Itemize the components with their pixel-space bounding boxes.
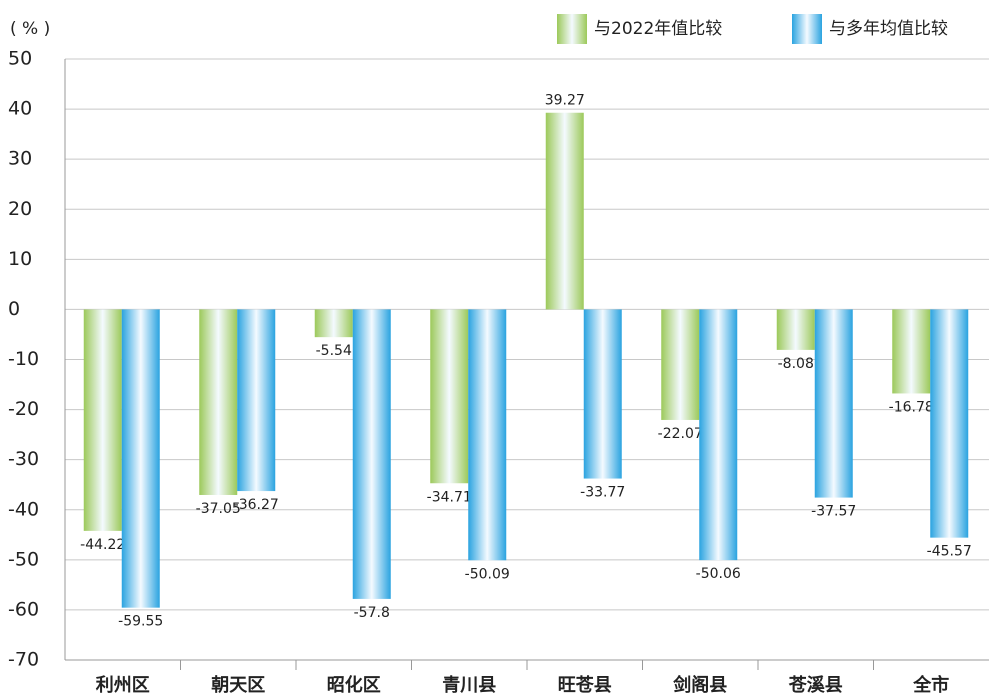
value-label: -50.06 (696, 566, 741, 582)
bar (584, 309, 622, 478)
y-axis-label: ( % ) (10, 19, 50, 39)
value-label: -50.09 (465, 566, 510, 582)
value-label: -45.57 (927, 544, 972, 560)
value-label: -8.08 (778, 356, 814, 372)
bar (122, 309, 160, 607)
bar (892, 309, 930, 393)
value-label: -59.55 (118, 614, 163, 630)
x-tick-label: 青川县 (442, 675, 496, 696)
x-tick-label: 朝天区 (211, 674, 265, 696)
bar (699, 309, 737, 560)
y-tick-label: -60 (8, 598, 39, 620)
legend-swatch (792, 14, 822, 44)
x-tick-label: 昭化区 (327, 674, 381, 696)
y-tick-label: 50 (8, 48, 32, 70)
value-label: -37.57 (811, 504, 856, 520)
value-label: -36.27 (234, 497, 279, 513)
x-tick-label: 旺苍县 (558, 674, 612, 696)
x-tick-label: 苍溪县 (788, 674, 843, 696)
y-tick-label: -70 (8, 649, 39, 671)
bar (199, 309, 237, 495)
y-tick-label: -10 (8, 348, 39, 370)
value-label: -5.54 (316, 343, 352, 359)
bar (468, 309, 506, 560)
bar (237, 309, 275, 491)
y-tick-label: -20 (8, 398, 39, 420)
bar (777, 309, 815, 349)
chart: ( % ) -70 -60 -50 -40 -30 -20 -10 0 10 20 30 40 50 利州… (0, 0, 989, 697)
bar (353, 309, 391, 598)
y-tick-label: -40 (8, 498, 39, 520)
bar (661, 309, 699, 420)
bar (546, 113, 584, 310)
x-tick-label: 利州区 (96, 674, 150, 696)
value-label: -57.8 (354, 605, 390, 621)
x-tick-label: 全市 (912, 674, 949, 696)
y-tick-label: 30 (8, 148, 32, 170)
bar (815, 309, 853, 497)
value-label: -16.78 (889, 399, 934, 415)
y-tick-label: -30 (8, 448, 39, 470)
legend-label: 与多年均值比较 (829, 19, 948, 39)
legend-swatch (557, 14, 587, 44)
value-label: -33.77 (580, 485, 625, 501)
bar (430, 309, 468, 483)
y-tick-label: 40 (8, 98, 32, 120)
y-tick-label: 0 (8, 298, 20, 320)
x-tick-label: 剑阁县 (672, 674, 727, 696)
y-tick-label: 20 (8, 198, 32, 220)
value-label: -44.22 (80, 537, 125, 553)
value-label: -34.71 (427, 489, 472, 505)
y-tick-label: 10 (8, 248, 32, 270)
legend-label: 与2022年值比较 (594, 19, 722, 39)
y-tick-label: -50 (8, 548, 39, 570)
value-label: 39.27 (545, 93, 585, 109)
bar (315, 309, 353, 337)
bar (930, 309, 968, 537)
bar (84, 309, 122, 530)
value-label: -22.07 (658, 426, 703, 442)
